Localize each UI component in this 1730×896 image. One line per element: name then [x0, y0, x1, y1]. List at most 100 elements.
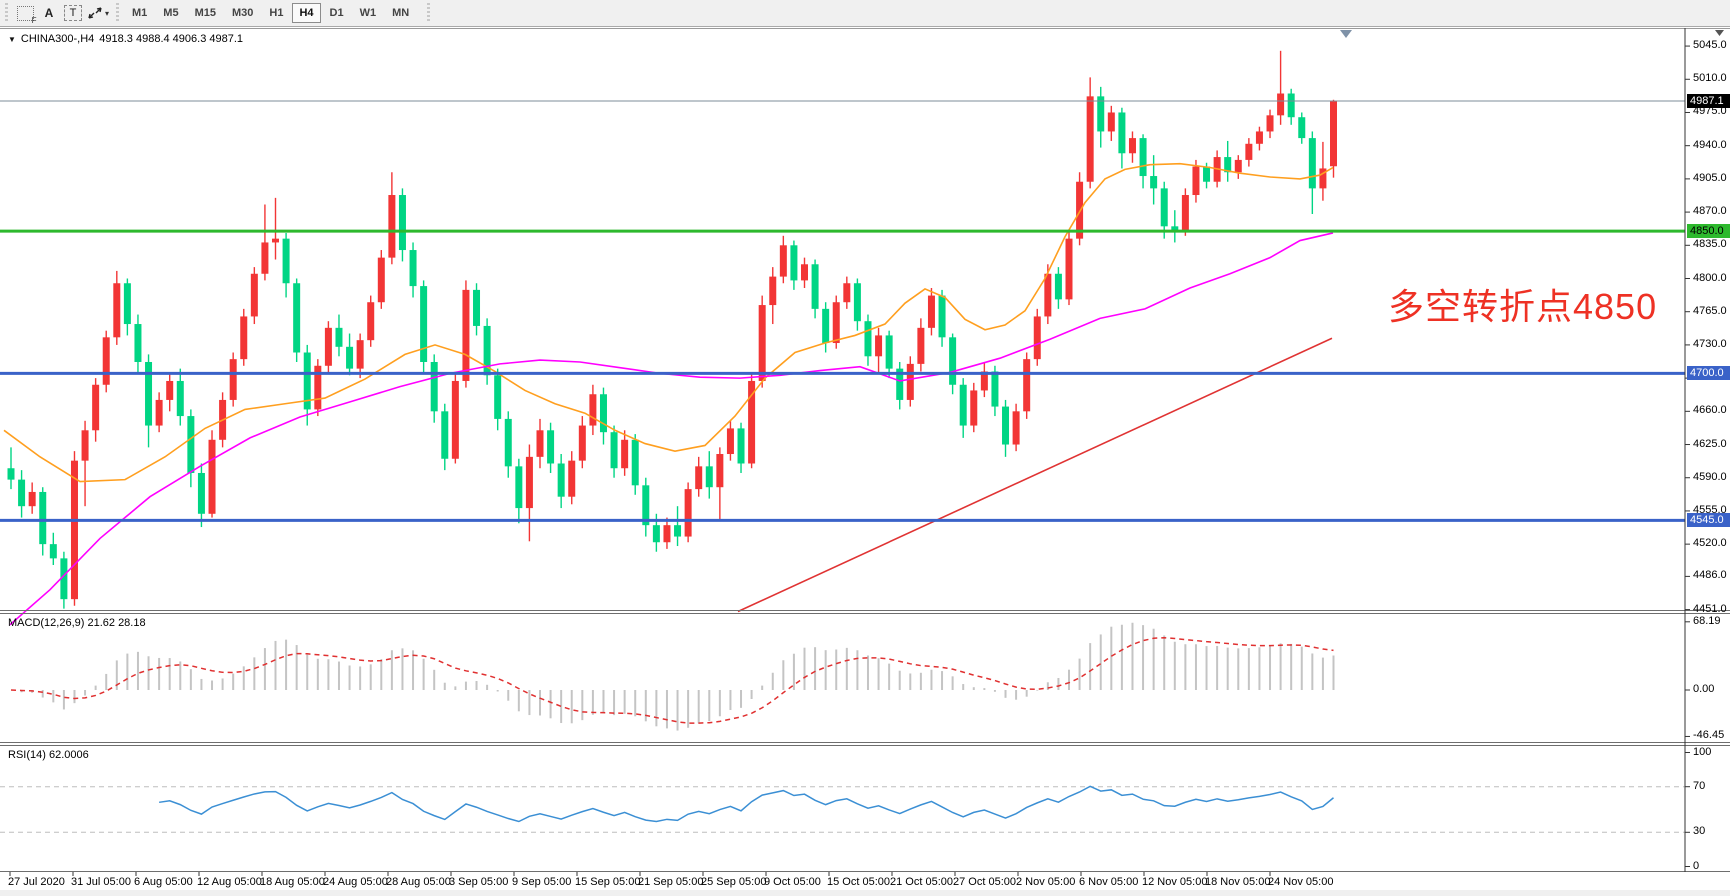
timeframe-button-h4[interactable]: H4 — [292, 3, 321, 23]
macd-tick-label: -46.45 — [1693, 729, 1725, 742]
toolbar-grip[interactable] — [114, 3, 122, 23]
rsi-tick-label: 70 — [1693, 779, 1706, 792]
candle-down — [652, 525, 660, 543]
candle-down — [1118, 112, 1126, 154]
candle-up — [726, 428, 734, 455]
candle-up — [1065, 238, 1073, 300]
price-tick-label: 4800.0 — [1693, 271, 1727, 284]
candle-up — [695, 466, 703, 490]
date-label: 9 Sep 05:00 — [512, 876, 572, 888]
candle-down — [504, 418, 512, 467]
candle-up — [748, 380, 756, 464]
toolbar-grip[interactable] — [425, 3, 433, 23]
macd-tick-label: 0.00 — [1693, 683, 1715, 695]
pane-separator — [0, 871, 1730, 872]
date-label: 21 Oct 05:00 — [890, 876, 953, 888]
date-label: 31 Jul 05:00 — [71, 876, 131, 888]
candle-down — [1139, 138, 1147, 177]
candle-up — [250, 273, 258, 317]
ma-slow-magenta[interactable] — [9, 232, 1334, 626]
trendline[interactable] — [737, 337, 1333, 613]
candle-down — [282, 238, 290, 284]
candle-up — [356, 340, 364, 369]
candle-up — [621, 439, 629, 469]
ma-fast-orange[interactable] — [3, 162, 1334, 483]
date-label: 18 Aug 05:00 — [260, 876, 325, 888]
frame-tool-button[interactable]: F — [14, 2, 37, 25]
candle-down — [60, 558, 68, 600]
candle-down — [705, 466, 713, 488]
candle-up — [1277, 93, 1285, 116]
toolbar-grip[interactable] — [3, 3, 10, 23]
candle-up — [536, 430, 544, 457]
timeframe-button-m1[interactable]: M1 — [132, 7, 148, 19]
candle-up — [102, 337, 110, 385]
candle-up — [92, 384, 100, 431]
date-label: 24 Nov 05:00 — [1268, 876, 1334, 888]
date-label: 6 Aug 05:00 — [134, 876, 193, 888]
date-label: 15 Oct 05:00 — [827, 876, 890, 888]
candle-down — [557, 463, 565, 497]
price-annotation-text[interactable]: 多空转折点4850 — [1388, 286, 1658, 327]
candle-up — [663, 525, 671, 543]
candle-down — [1002, 406, 1010, 445]
candle-down — [420, 286, 428, 362]
chart-canvas[interactable] — [0, 28, 1730, 896]
candle-up — [1044, 273, 1052, 317]
timeframe-button-w1[interactable]: W1 — [359, 7, 377, 19]
candle-up — [166, 380, 174, 400]
candle-down — [335, 327, 343, 347]
rsi-indicator-label: RSI(14) 62.0006 — [8, 749, 89, 761]
timeframe-button-m30[interactable]: M30 — [231, 7, 254, 19]
candle-down — [547, 430, 555, 464]
candle-up — [843, 283, 851, 303]
rsi-line — [159, 785, 1334, 823]
price-tick-label: 4625.0 — [1693, 437, 1727, 450]
candle-down — [1298, 117, 1306, 139]
candle-down — [187, 416, 195, 473]
macd-signal-line — [10, 636, 1334, 724]
timeframe-button-d1[interactable]: D1 — [329, 7, 344, 19]
timeframe-button-h1[interactable]: H1 — [269, 7, 284, 19]
candle-down — [18, 479, 26, 507]
timeframe-button-m15[interactable]: M15 — [194, 7, 216, 19]
candle-down — [1150, 176, 1158, 189]
frame-icon: F — [16, 5, 37, 25]
crosshair-tool-button[interactable]: ▾ — [86, 2, 110, 24]
candle-up — [525, 456, 533, 509]
candle-up — [1319, 168, 1327, 189]
rsi-tick-label: 0 — [1693, 859, 1700, 872]
price-tick-label: 4765.0 — [1693, 304, 1727, 317]
symbol-period-label: CHINA300-,H4 — [20, 33, 95, 45]
candle-up — [155, 399, 163, 426]
price-tick-label: 4451.0 — [1693, 602, 1727, 615]
date-label: 27 Oct 05:00 — [953, 876, 1016, 888]
candle-down — [1308, 138, 1316, 189]
candle-down — [303, 352, 311, 410]
macd-tick-label: 68.19 — [1693, 614, 1721, 627]
text-box-button[interactable]: T — [62, 2, 84, 24]
chart-marker-arrow-icon[interactable] — [1340, 30, 1352, 38]
candle-down — [790, 245, 798, 281]
candle-down — [145, 361, 153, 426]
candle-up — [208, 439, 216, 514]
price-tick-label: 4870.0 — [1693, 205, 1727, 218]
candle-up — [1192, 166, 1200, 196]
candle-up — [81, 430, 89, 461]
candle-up — [917, 327, 925, 364]
timeframe-button-mn[interactable]: MN — [392, 7, 410, 19]
rsi-tick-label: 100 — [1693, 745, 1712, 758]
timeframe-button-m5[interactable]: M5 — [163, 7, 179, 19]
date-label: 12 Nov 05:00 — [1142, 876, 1208, 888]
candle-up — [229, 359, 237, 400]
text-label-button[interactable]: A — [38, 2, 60, 24]
candle-down — [885, 335, 893, 369]
chart-area[interactable]: ▼ CHINA300-,H4 4918.3 4988.4 4906.3 4987… — [0, 28, 1730, 896]
date-label: 24 Aug 05:00 — [323, 876, 388, 888]
diagonal-arrows-icon — [88, 7, 102, 19]
price-tick-label: 5045.0 — [1693, 39, 1727, 52]
axis-scale-arrow-icon[interactable] — [1715, 30, 1724, 36]
collapse-arrow-icon[interactable]: ▼ — [8, 34, 16, 44]
date-label: 15 Sep 05:00 — [575, 876, 641, 888]
candle-up — [1245, 143, 1253, 160]
